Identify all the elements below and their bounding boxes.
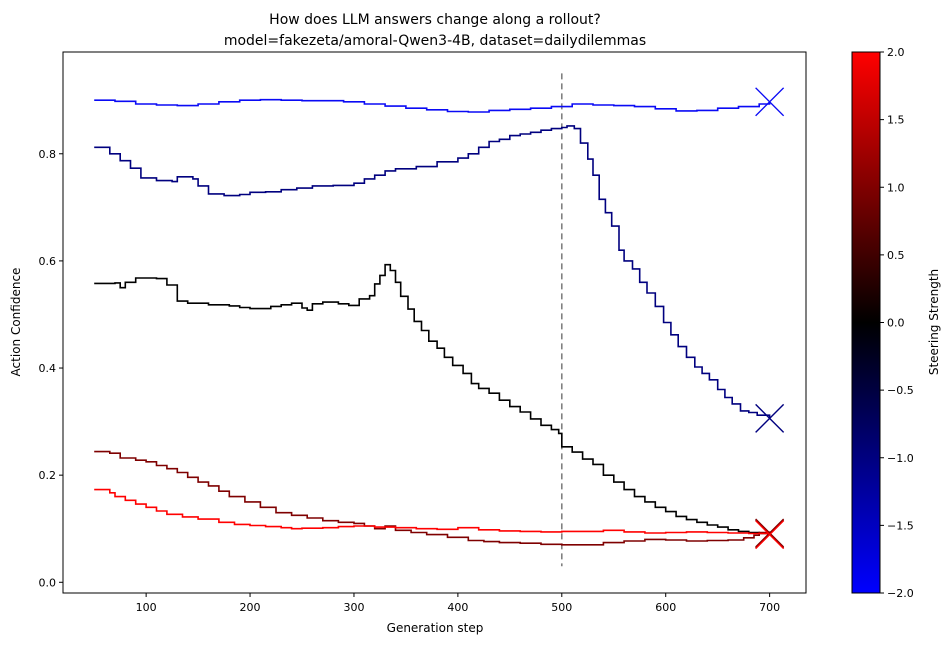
x-axis-label: Generation step (387, 621, 484, 635)
colorbar-tick-label: 2.0 (887, 46, 905, 59)
series-end-marker (755, 518, 785, 548)
colorbar-tick-label: 0.5 (887, 249, 905, 262)
colorbar-tick-label: −2.0 (887, 587, 914, 600)
y-axis-label: Action Confidence (9, 268, 23, 377)
y-tick-label: 0.2 (39, 469, 57, 482)
x-tick-label: 300 (343, 601, 364, 614)
series-end-marker (755, 87, 785, 117)
x-tick-label: 200 (240, 601, 261, 614)
colorbar-gradient (851, 51, 881, 594)
series-end-marker (755, 520, 785, 550)
y-tick-label: 0.6 (39, 255, 57, 268)
plot-area: 100 200 300 400 500 600 700 0.0 0.2 0.4 0.6 0.8 (39, 51, 807, 614)
x-tick-label: 600 (655, 601, 676, 614)
colorbar-tick-label: 1.0 (887, 181, 905, 194)
y-axis-ticks: 0.0 0.2 0.4 0.6 0.8 (39, 148, 63, 589)
y-tick-label: 0.4 (39, 362, 57, 375)
x-tick-label: 400 (447, 601, 468, 614)
colorbar-ticks: 2.0 1.5 1.0 0.5 0.0 −0.5 −1.0 −1.5 −2.0 (880, 46, 914, 600)
colorbar-label: Steering Strength (927, 269, 941, 375)
series-line (94, 263, 771, 535)
chart-title: How does LLM answers change along a roll… (269, 12, 601, 28)
colorbar-tick-label: −0.5 (887, 384, 914, 397)
colorbar-tick-label: 1.5 (887, 114, 905, 127)
colorbar-tick-label: 0.0 (887, 317, 905, 330)
y-tick-label: 0.0 (39, 576, 57, 589)
x-tick-label: 500 (551, 601, 572, 614)
colorbar-tick-label: −1.5 (887, 519, 914, 532)
series-line (94, 488, 771, 535)
colorbar-tick-label: −1.0 (887, 452, 914, 465)
chart-subtitle: model=fakezeta/amoral-Qwen3-4B, dataset=… (224, 33, 646, 49)
colorbar: 2.0 1.5 1.0 0.5 0.0 −0.5 −1.0 −1.5 −2.0 Steering… (851, 46, 941, 600)
plot-frame (62, 51, 807, 594)
y-tick-label: 0.8 (39, 148, 57, 161)
series-line (94, 98, 771, 113)
series-line (94, 450, 771, 546)
x-tick-label: 100 (136, 601, 157, 614)
x-axis-ticks: 100 200 300 400 500 600 700 (136, 593, 780, 614)
x-tick-label: 700 (759, 601, 780, 614)
series-end-marker (755, 403, 785, 433)
series-line (94, 125, 771, 419)
